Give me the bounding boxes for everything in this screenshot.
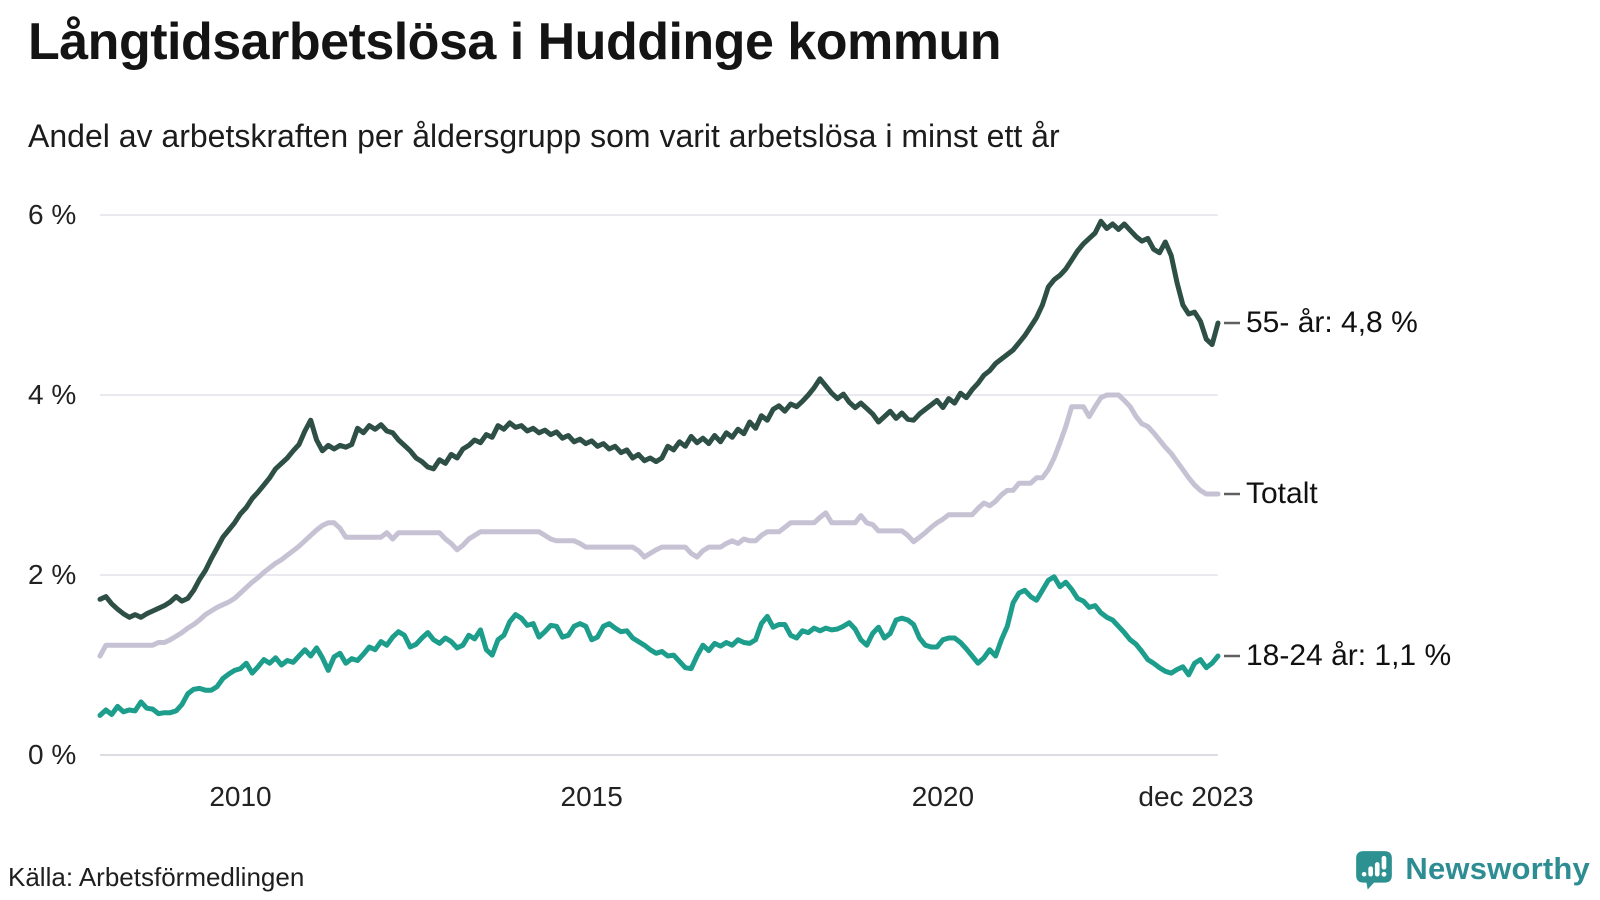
- speech-bubble-chart-icon: [1356, 851, 1393, 890]
- page-subtitle: Andel av arbetskraften per åldersgrupp s…: [28, 118, 1060, 154]
- newsworthy-wordmark: Newsworthy: [1405, 851, 1590, 886]
- source-text: Källa: Arbetsförmedlingen: [8, 862, 305, 892]
- series-line-18-24: [97, 574, 1221, 718]
- series-line-55-plus: [97, 218, 1221, 620]
- series-line-total: [97, 392, 1221, 659]
- page-title: Långtidsarbetslösa i Huddinge kommun: [28, 13, 1002, 71]
- newsworthy-logo[interactable]: Newsworthy: [1353, 848, 1590, 890]
